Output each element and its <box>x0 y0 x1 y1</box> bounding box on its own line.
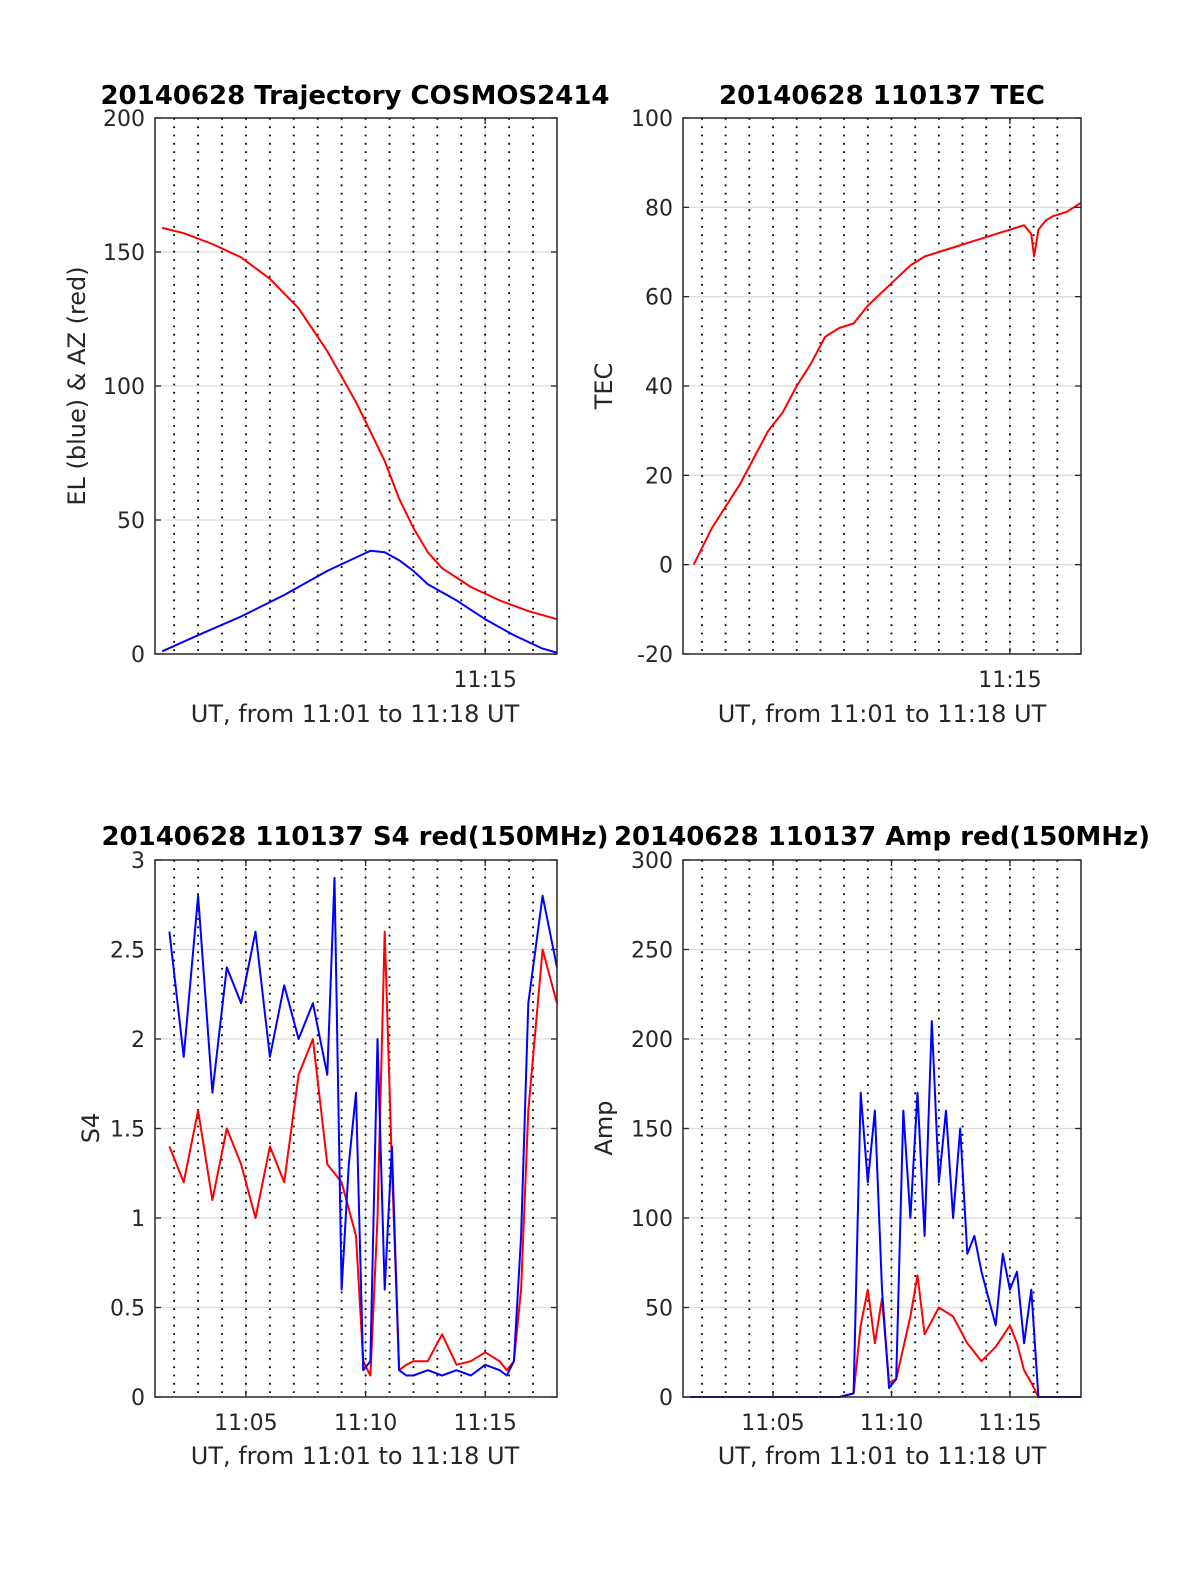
y-tick-label: 250 <box>631 939 673 964</box>
y-tick-label: 200 <box>631 1028 673 1053</box>
x-tick-label: 11:05 <box>741 1411 804 1436</box>
y-axis-label: EL (blue) & AZ (red) <box>63 266 91 505</box>
y-tick-label: 2.5 <box>110 939 145 964</box>
blue-series-line <box>690 1020 1081 1398</box>
chart-title: 20140628 Trajectory COSMOS2414 <box>100 81 609 111</box>
x-tick-label: 11:05 <box>214 1411 277 1436</box>
y-tick-label: 3 <box>131 849 145 874</box>
y-tick-label: 2 <box>131 1028 145 1053</box>
x-tick-label: 11:15 <box>978 668 1041 693</box>
y-tick-label: 60 <box>645 286 673 311</box>
x-tick-label: 11:15 <box>454 1411 517 1436</box>
y-tick-label: 80 <box>645 196 673 221</box>
x-axis-label: UT, from 11:01 to 11:18 UT <box>191 700 520 728</box>
x-tick-label: 11:10 <box>860 1411 923 1436</box>
trajectory-panel: 0 50 100 150 200 11:15 20140628 Trajectory COS… <box>63 81 610 728</box>
chart-title: 20140628 110137 Amp red(150MHz) <box>614 822 1150 852</box>
y-tick-label: -20 <box>637 643 673 668</box>
x-tick-label: 11:15 <box>454 668 517 693</box>
blue-series-line <box>168 876 558 1377</box>
red-series-line <box>161 226 558 621</box>
y-tick-label: 0 <box>131 1386 145 1411</box>
y-tick-label: 100 <box>631 1207 673 1232</box>
y-tick-label: 150 <box>631 1118 673 1143</box>
s4-panel: 0 0.5 1 1.5 2 2.5 3 11:05 11:10 11:15 20140628 110… <box>77 822 609 1470</box>
y-tick-label: 0 <box>659 554 673 579</box>
x-axis-label: UT, from 11:01 to 11:18 UT <box>718 700 1047 728</box>
red-series-line <box>168 930 558 1377</box>
y-tick-label: 100 <box>103 375 145 400</box>
red-series-line <box>690 1274 1081 1398</box>
blue-series-line <box>161 549 558 654</box>
y-axis-label: S4 <box>77 1113 105 1144</box>
amp-panel: 0 50 100 150 200 250 300 11:05 11:10 11:15 2014062… <box>590 822 1150 1470</box>
y-tick-label: 20 <box>645 464 673 489</box>
y-tick-label: 200 <box>103 107 145 132</box>
x-tick-label: 11:15 <box>978 1411 1041 1436</box>
y-tick-label: 150 <box>103 241 145 266</box>
y-axis-label: TEC <box>590 363 618 411</box>
y-tick-label: 1.5 <box>110 1118 145 1143</box>
y-tick-label: 0 <box>131 643 145 668</box>
chart-title: 20140628 110137 TEC <box>719 81 1045 111</box>
y-tick-label: 0.5 <box>110 1297 145 1322</box>
y-tick-label: 50 <box>117 509 145 534</box>
y-tick-label: 300 <box>631 849 673 874</box>
y-tick-label: 50 <box>645 1297 673 1322</box>
tec-panel: -20 0 20 40 60 80 100 11:15 20140628 110137 TEC U… <box>590 81 1082 728</box>
chart-title: 20140628 110137 S4 red(150MHz) <box>101 822 608 852</box>
y-tick-label: 40 <box>645 375 673 400</box>
x-axis-label: UT, from 11:01 to 11:18 UT <box>191 1442 520 1470</box>
x-tick-label: 11:10 <box>334 1411 397 1436</box>
y-axis-label: Amp <box>590 1100 618 1155</box>
y-tick-label: 0 <box>659 1386 673 1411</box>
y-tick-label: 100 <box>631 107 673 132</box>
x-axis-label: UT, from 11:01 to 11:18 UT <box>718 1442 1047 1470</box>
red-series-line <box>692 202 1082 566</box>
y-tick-label: 1 <box>131 1207 145 1232</box>
